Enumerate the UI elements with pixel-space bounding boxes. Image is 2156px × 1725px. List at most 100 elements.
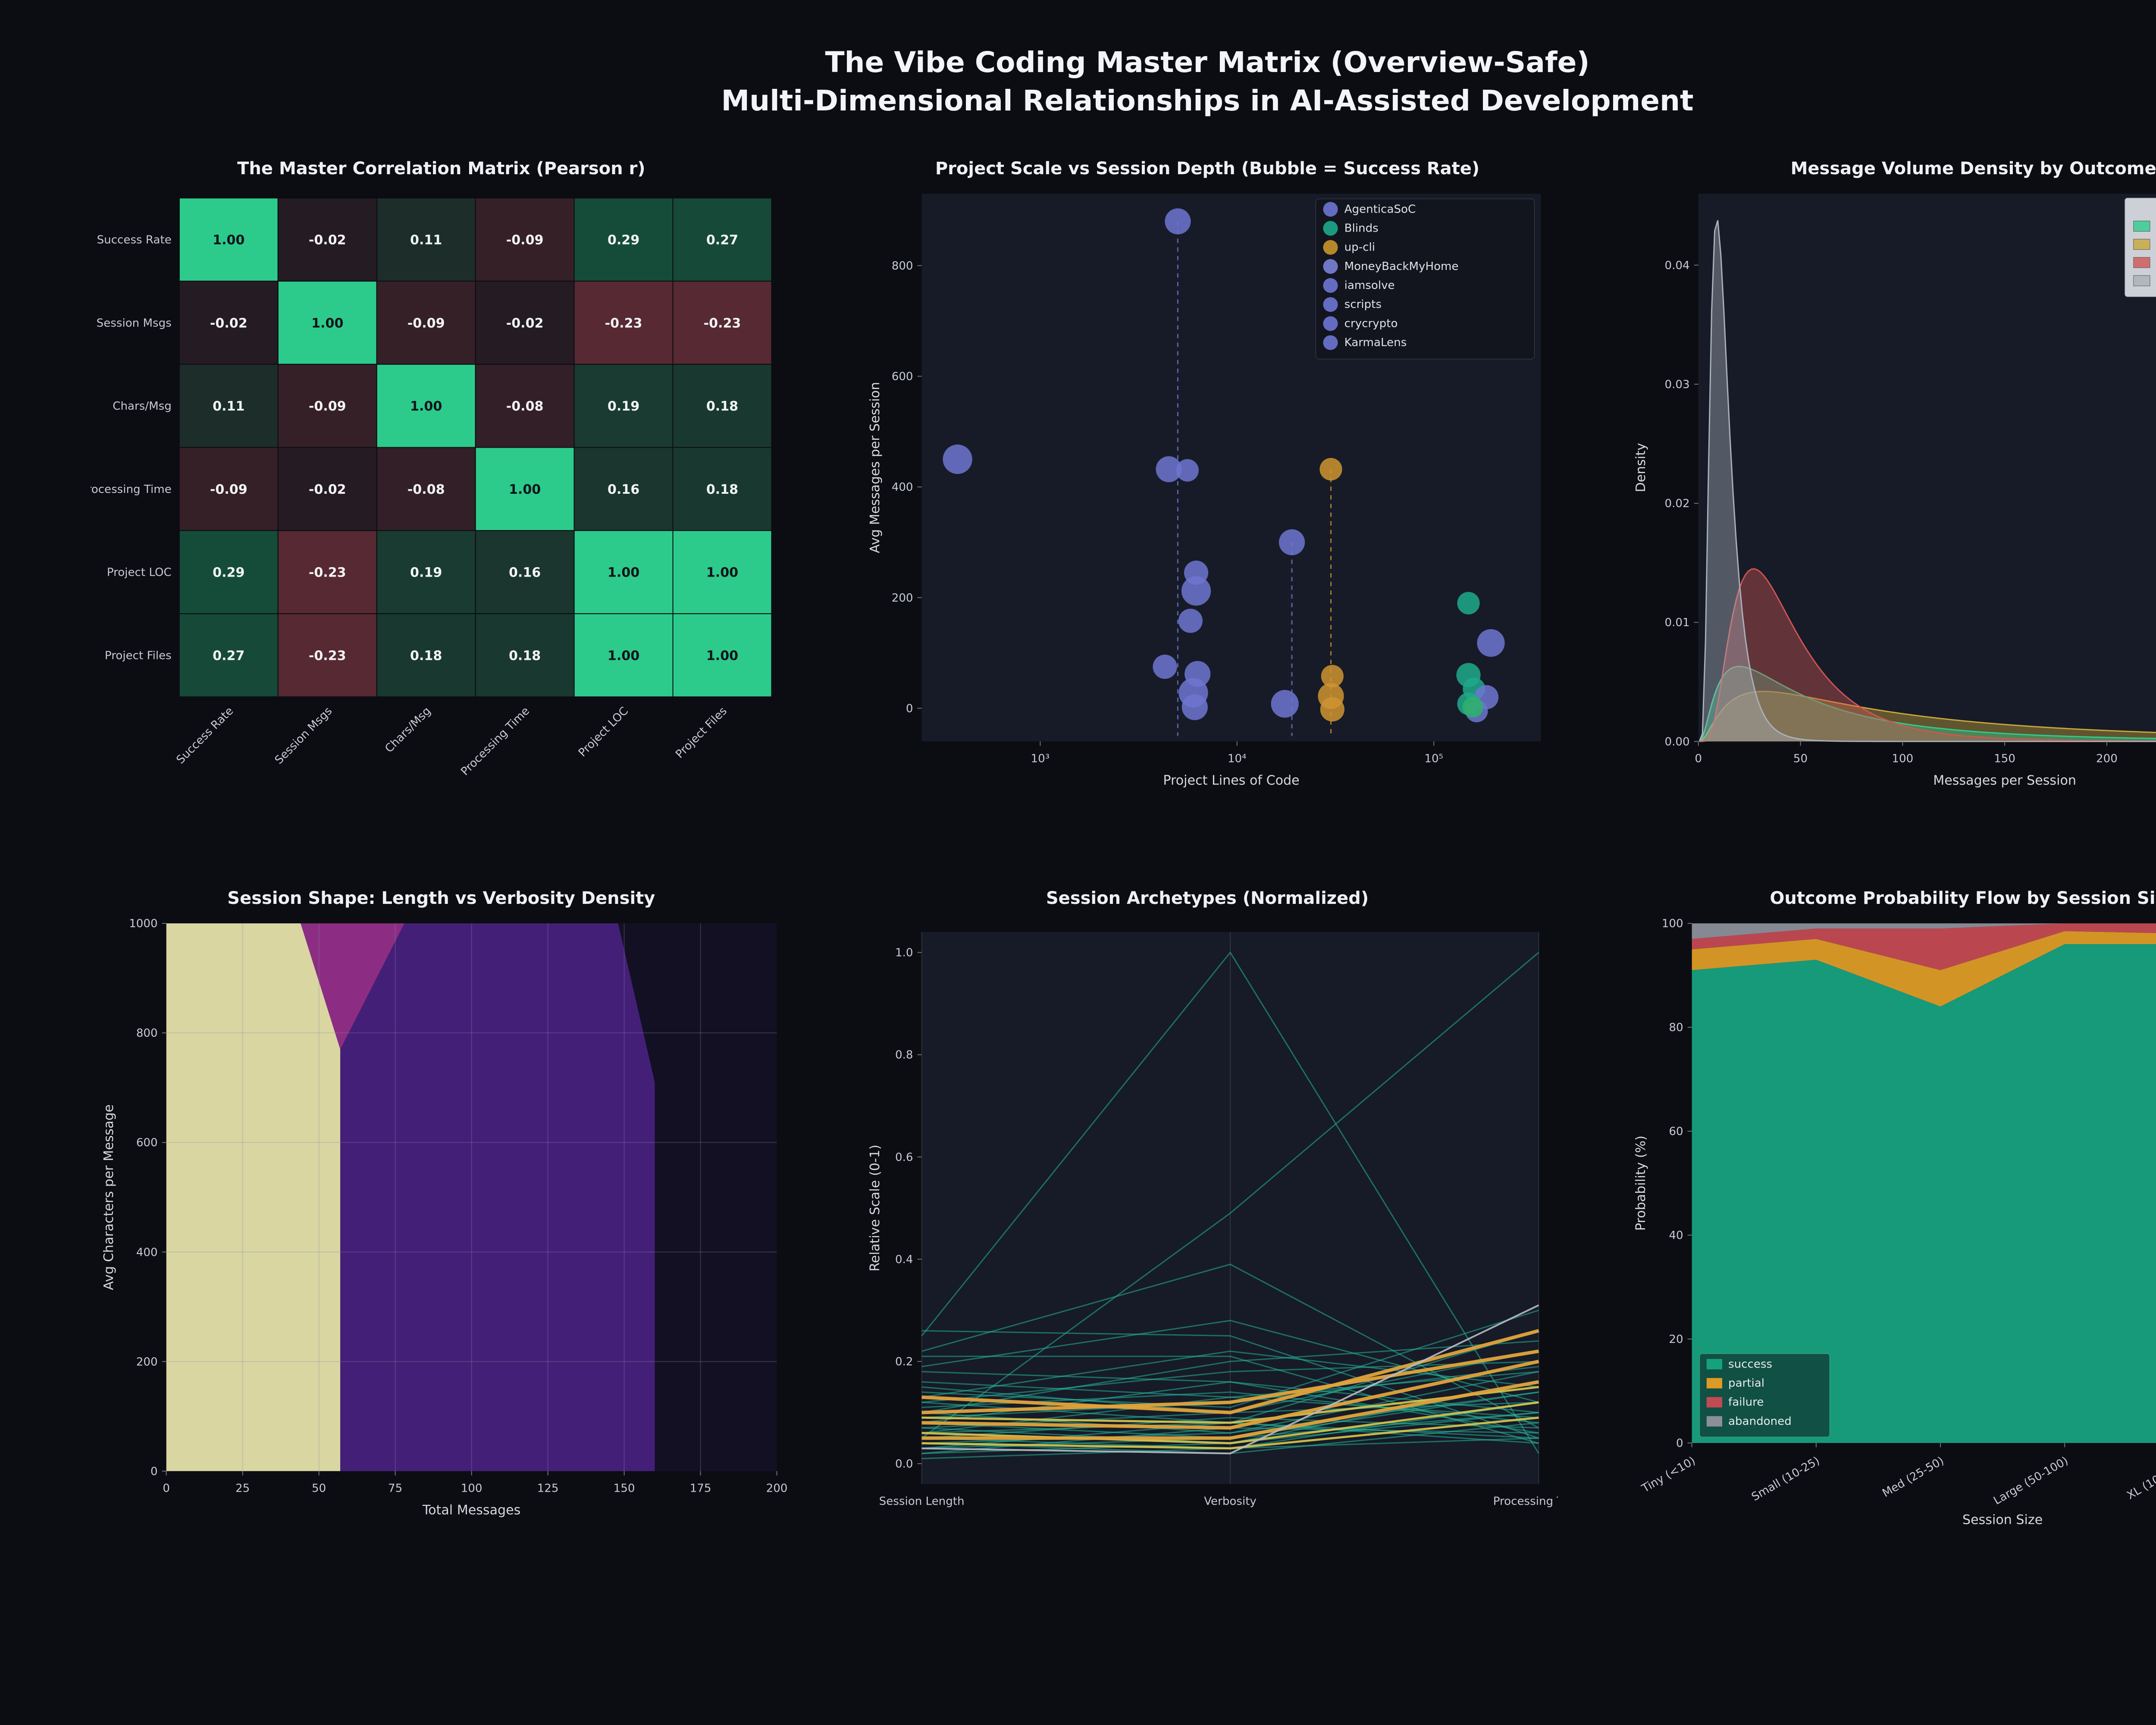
svg-text:Processing Time: Processing Time [91, 483, 172, 496]
svg-text:0.01: 0.01 [1665, 616, 1690, 629]
session-shape-title: Session Shape: Length vs Verbosity Densi… [227, 888, 655, 909]
svg-text:10³: 10³ [1031, 753, 1050, 765]
svg-text:Med (25-50): Med (25-50) [1880, 1454, 1946, 1500]
archetype-line [921, 951, 1539, 1454]
svg-text:0.16: 0.16 [509, 565, 541, 580]
outcome-legend [1699, 1353, 1830, 1437]
parallel-svg: 0.0 0.2 0.4 0.6 0.8 1.0 Session Length Verbosit… [868, 932, 1558, 1508]
stacked-svg: 0 20 40 60 80 100 Tiny (<10) Small (10-25) Med (… [1634, 917, 2156, 1527]
archetypes-chart: 0.0 0.2 0.4 0.6 0.8 1.0 Session Length Verbosit… [857, 913, 1558, 1536]
bubble-point [1178, 608, 1203, 633]
svg-text:0.29: 0.29 [608, 233, 639, 248]
bubble-point [1457, 592, 1480, 615]
svg-text:-0.09: -0.09 [210, 482, 248, 497]
outcome-flow-chart: 0 20 40 60 80 100 Tiny (<10) Small (10-25) Med (… [1623, 913, 2156, 1536]
svg-text:0: 0 [150, 1465, 158, 1478]
heatmap-cell [376, 447, 476, 531]
heatmap-svg: 1.00 -0.02 0.11 -0.09 0.29 0.27 -0.02 1.00 -0.09… [91, 198, 772, 778]
page-header: The Vibe Coding Master Matrix (Overview-… [0, 0, 2156, 120]
archetype-line [921, 1416, 1539, 1450]
svg-text:KarmaLens: KarmaLens [1344, 336, 1407, 349]
svg-text:-0.23: -0.23 [309, 649, 346, 664]
svg-text:1.00: 1.00 [608, 565, 639, 580]
svg-text:0.19: 0.19 [410, 565, 442, 580]
svg-text:Blinds: Blinds [1344, 222, 1378, 235]
bubble-point [1321, 665, 1344, 688]
svg-text:Session Msgs: Session Msgs [97, 317, 172, 330]
svg-text:0.04: 0.04 [1665, 259, 1690, 272]
heatmap-cell [672, 613, 772, 698]
bubble-point [943, 444, 972, 474]
archetype-line [921, 1417, 1539, 1439]
svg-text:Avg Characters per Message: Avg Characters per Message [101, 1104, 116, 1290]
svg-text:400: 400 [136, 1246, 158, 1259]
svg-text:Small (10-25): Small (10-25) [1749, 1454, 1822, 1503]
bubble-point [1164, 208, 1191, 235]
svg-text:MoneyBackMyHome: MoneyBackMyHome [1344, 260, 1458, 273]
svg-text:200: 200 [766, 1482, 788, 1495]
heatmap-cell [672, 447, 772, 531]
heatmap-cell [277, 364, 377, 448]
outcome-area-failure [1692, 923, 2156, 970]
svg-text:10⁴: 10⁴ [1228, 753, 1247, 765]
svg-text:150: 150 [1994, 753, 2016, 765]
svg-text:Processing Time: Processing Time [458, 705, 532, 778]
density-area-failure [1698, 569, 2156, 742]
svg-text:125: 125 [537, 1482, 559, 1495]
svg-text:Tiny (<10): Tiny (<10) [1639, 1454, 1698, 1496]
svg-text:80: 80 [1669, 1021, 1683, 1034]
svg-text:0.11: 0.11 [410, 233, 442, 248]
outcome-area-success [1692, 944, 2156, 1443]
heatmap-cell [376, 530, 476, 615]
svg-text:Avg Messages per Session: Avg Messages per Session [868, 382, 883, 553]
svg-text:Messages per Session: Messages per Session [1934, 773, 2077, 788]
heatmap-cell [179, 613, 279, 698]
contour-region-low-density [166, 923, 341, 1471]
contour-svg: 0 25 50 75 100 125 150 175 200 0 200 400 600 800 1000 T… [101, 917, 788, 1518]
archetype-line [921, 1304, 1539, 1455]
svg-text:0.2: 0.2 [895, 1355, 913, 1368]
svg-text:-0.08: -0.08 [407, 482, 445, 497]
svg-text:-0.09: -0.09 [506, 233, 544, 248]
svg-text:400: 400 [891, 481, 913, 494]
contour-region-mid-density [340, 923, 655, 1471]
page-title-line1: The Vibe Coding Master Matrix (Overview-… [825, 46, 1590, 79]
svg-text:-0.09: -0.09 [309, 399, 346, 414]
charts-grid: The Master Correlation Matrix (Pearson r… [0, 120, 2156, 1536]
svg-text:25: 25 [235, 1482, 250, 1495]
svg-text:0.00: 0.00 [1665, 736, 1690, 749]
svg-text:1.00: 1.00 [608, 649, 639, 664]
svg-text:Success Rate: Success Rate [97, 234, 172, 247]
outcome-flow-panel: Outcome Probability Flow by Session Size… [1623, 888, 2156, 1536]
heatmap-cell [277, 281, 377, 365]
svg-text:1.00: 1.00 [213, 233, 244, 248]
svg-text:0.27: 0.27 [213, 649, 244, 664]
bubble-scatter-title: Project Scale vs Session Depth (Bubble =… [935, 159, 1480, 179]
archetype-line [921, 1320, 1539, 1403]
archetype-line [921, 1355, 1539, 1444]
archetype-line [921, 1401, 1539, 1445]
svg-text:75: 75 [388, 1482, 402, 1495]
svg-text:50: 50 [1793, 753, 1808, 765]
svg-text:0.6: 0.6 [895, 1151, 913, 1164]
archetype-line [921, 1264, 1539, 1429]
heatmap-cell [277, 447, 377, 531]
bubble-scatter-chart: 0 200 400 600 800 10³ 10⁴ 10⁵ Project Lines of C… [857, 183, 1558, 806]
heatmap-cell [672, 281, 772, 365]
archetype-line [921, 1349, 1539, 1414]
svg-text:Chars/Msg: Chars/Msg [382, 705, 433, 756]
svg-text:-0.23: -0.23 [309, 565, 346, 580]
svg-text:Probability (%): Probability (%) [1634, 1135, 1649, 1231]
svg-text:800: 800 [891, 260, 913, 273]
svg-text:iamsolve: iamsolve [1344, 279, 1395, 292]
bubble-point [1181, 694, 1208, 721]
heatmap-cell [179, 364, 279, 448]
svg-text:success: success [1728, 1358, 1772, 1371]
svg-text:-0.09: -0.09 [407, 316, 445, 331]
svg-text:Project Files: Project Files [673, 705, 730, 761]
svg-text:up-cli: up-cli [1344, 241, 1375, 254]
heatmap-cell [475, 613, 575, 698]
svg-text:Success Rate: Success Rate [174, 705, 236, 767]
svg-text:-0.02: -0.02 [506, 316, 544, 331]
svg-text:200: 200 [2096, 753, 2118, 765]
